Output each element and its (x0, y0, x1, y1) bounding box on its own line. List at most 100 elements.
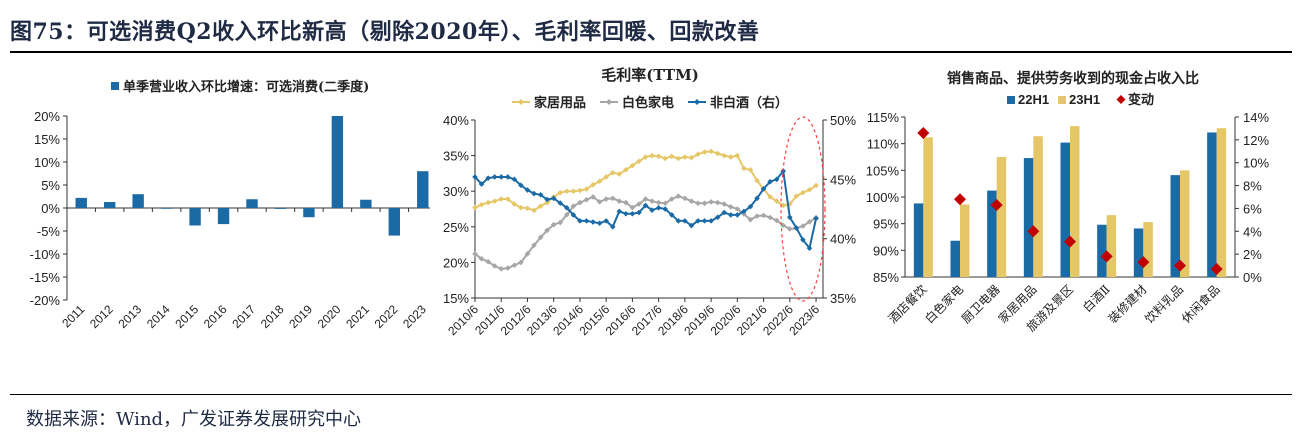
series-point-家居用品 (616, 171, 623, 177)
series-point-白色家电 (537, 234, 544, 241)
series-point-白色家电 (564, 211, 570, 218)
x-tick-label: 厨卫电器 (959, 282, 1003, 326)
chart-qoq-revenue: 单季营业收入环比增速：可选消费(二季度) -20% -15% -10% -5% 0% 5% 1… (30, 79, 430, 331)
series-point-非白酒（右） (491, 174, 498, 180)
series-point-白色家电 (531, 242, 537, 249)
series-point-白色家电 (577, 199, 583, 206)
y-tick-label: 20% (34, 109, 60, 124)
y-tick-label-right: 8% (1243, 179, 1262, 194)
series-point-家居用品 (557, 189, 564, 196)
series-point-家居用品 (682, 154, 688, 160)
series-point-非白酒（右） (741, 208, 747, 215)
series-point-家居用品 (649, 152, 655, 159)
series-point-非白酒（右） (747, 203, 754, 210)
x-tick-label: 白酒Ⅱ (1079, 282, 1112, 315)
series-point-白色家电 (485, 258, 491, 265)
bar-2017 (246, 199, 258, 208)
marker-change-酒店餐饮 (917, 127, 930, 139)
source-rule (10, 394, 1292, 395)
series-point-非白酒（右） (577, 218, 583, 224)
y-tick-label-left: 110% (867, 137, 900, 152)
y-tick-label: -10% (30, 247, 61, 262)
y-tick-label-left: 95% (873, 217, 899, 232)
chart-gross-margin: 毛利率(TTM) 家居用品 白色家电 非白酒（右） 15% 20% 25% 30% 35% 40%… (443, 66, 856, 338)
series-point-家居用品 (793, 193, 800, 199)
marker-change-旅游及景区 (1064, 235, 1076, 248)
bar-22H1-厨卫电器 (987, 190, 997, 277)
y-tick-label-right: 10% (1243, 156, 1269, 171)
series-point-家居用品 (714, 150, 721, 157)
legend-label-22H1: 22H1 (1018, 92, 1049, 107)
series-point-白色家电 (609, 195, 616, 202)
y-tick-label-right: 0% (1243, 270, 1262, 285)
series-point-非白酒（右） (609, 224, 616, 230)
series-point-家居用品 (590, 181, 596, 188)
series-point-家居用品 (695, 151, 701, 157)
series-point-非白酒（右） (682, 218, 688, 224)
series-point-非白酒（右） (668, 212, 675, 218)
series-point-非白酒（右） (655, 205, 662, 211)
x-tick-label: 酒店餐饮 (885, 282, 930, 327)
series-point-白色家电 (524, 251, 531, 257)
series-point-非白酒（右） (662, 206, 668, 212)
y-tick-label-right: 35% (830, 291, 856, 306)
x-tick-label: 2019 (286, 302, 315, 331)
series-point-非白酒（右） (616, 208, 623, 215)
marker-change-装修建材 (1137, 256, 1150, 269)
series-point-白色家电 (616, 198, 623, 204)
legend-marker-非白酒（右） (694, 99, 700, 105)
series-point-家居用品 (708, 148, 714, 155)
series-point-白色家电 (714, 199, 721, 206)
chart-title: 销售商品、提供劳务收到的现金占收入比 (947, 70, 1199, 87)
series-point-非白酒（右） (642, 202, 649, 209)
bar-22H1-装修建材 (1133, 228, 1144, 277)
series-point-家居用品 (491, 198, 498, 204)
bar-2023 (417, 171, 429, 208)
bar-2013 (132, 194, 144, 208)
series-point-白色家电 (504, 265, 511, 271)
y-tick-label-left: 115% (867, 110, 900, 125)
x-tick-label: 饮料乳品 (1142, 282, 1186, 326)
y-tick-label: 15% (34, 132, 60, 147)
bar-2018 (274, 208, 287, 209)
series-point-非白酒（右） (806, 245, 813, 251)
bar-23H1-休闲食品 (1216, 128, 1227, 277)
series-point-白色家电 (655, 199, 662, 206)
series-point-白色家电 (518, 259, 524, 266)
bar-22H1-家居用品 (1023, 158, 1034, 277)
series-point-家居用品 (603, 174, 609, 180)
series-point-家居用品 (767, 194, 773, 200)
x-tick-label: 2015 (172, 302, 201, 331)
series-point-白色家电 (472, 251, 478, 257)
series-point-非白酒（右） (721, 209, 728, 216)
series-point-非白酒（右） (570, 212, 577, 218)
series-point-白色家电 (603, 196, 609, 202)
series-point-家居用品 (734, 152, 741, 159)
series-point-非白酒（右） (701, 218, 708, 224)
bar-22H1-白色家电 (950, 240, 960, 277)
bar-23H1-厨卫电器 (996, 157, 1007, 277)
bar-2012 (104, 202, 116, 208)
y-tick-label-right: 2% (1243, 247, 1262, 262)
legend-label-非白酒（右）: 非白酒（右） (710, 95, 788, 111)
series-point-非白酒（右） (498, 174, 505, 180)
series-point-白色家电 (767, 214, 773, 221)
series-point-非白酒（右） (511, 176, 518, 183)
y-tick-label-left: 105% (866, 163, 900, 178)
y-tick-label-left: 30% (443, 184, 469, 199)
series-point-非白酒（右） (800, 237, 806, 243)
legend-marker-白色家电 (606, 99, 612, 105)
series-point-非白酒（右） (583, 218, 590, 224)
series-point-家居用品 (472, 204, 478, 211)
series-point-白色家电 (570, 203, 577, 209)
chart-cash-ratio: 销售商品、提供劳务收到的现金占收入比 22H1 23H1 变动 85% 90% 95% 100… (866, 70, 1270, 335)
x-tick-label: 休闲食品 (1178, 282, 1223, 327)
legend-label-qoq: 单季营业收入环比增速：可选消费(二季度) (123, 79, 369, 95)
series-point-白色家电 (760, 212, 767, 219)
series-point-白色家电 (478, 256, 485, 262)
series-point-白色家电 (701, 200, 708, 207)
series-point-非白酒（右） (649, 207, 655, 213)
series-point-家居用品 (773, 198, 780, 204)
series-point-家居用品 (741, 165, 747, 172)
series-point-家居用品 (688, 154, 695, 161)
